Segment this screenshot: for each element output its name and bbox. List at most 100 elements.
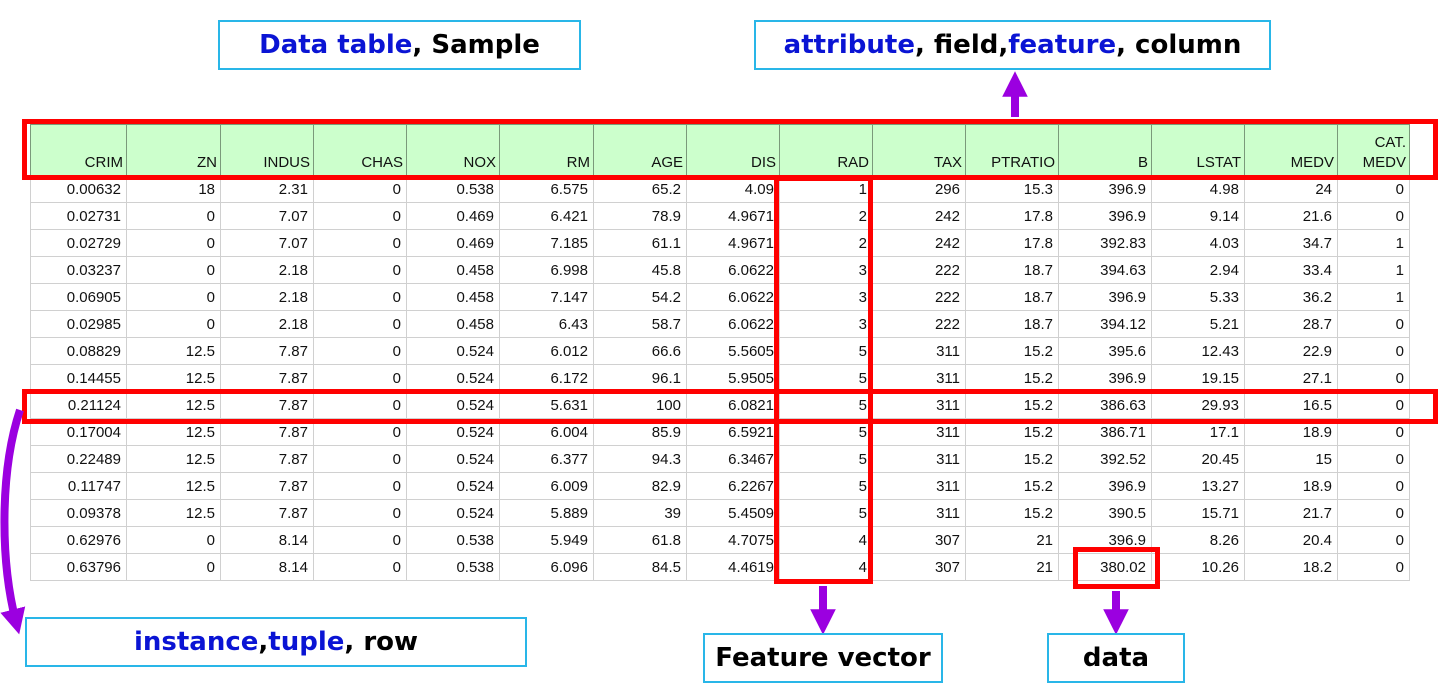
attribute-header-highlight bbox=[22, 119, 1438, 180]
table-cell: 0 bbox=[1337, 472, 1410, 500]
column-header-line: CAT. bbox=[1374, 134, 1406, 151]
table-cell: 6.009 bbox=[499, 472, 594, 500]
table-cell: 0 bbox=[313, 364, 407, 392]
table-cell: 4.9671 bbox=[686, 202, 780, 230]
table-cell: 0 bbox=[313, 337, 407, 365]
table-row: 0.63796 0 8.14 0 0.538 6.096 84.5 4.4619 4 307 21 3… bbox=[30, 553, 1410, 581]
table-cell: 0 bbox=[1337, 310, 1410, 338]
table-cell: 5.4509 bbox=[686, 499, 780, 527]
table-cell: 0.14455 bbox=[30, 364, 127, 392]
column-header-rm: RM bbox=[499, 124, 594, 176]
instance-row-highlight bbox=[22, 389, 1438, 424]
table-cell: 0 bbox=[126, 553, 221, 581]
table-cell: 307 bbox=[872, 526, 966, 554]
table-cell: 311 bbox=[872, 472, 966, 500]
data-label: data bbox=[1047, 633, 1185, 683]
table-cell: 7.147 bbox=[499, 283, 594, 311]
table-cell: 2.18 bbox=[220, 256, 314, 284]
column-header-medv: MEDV bbox=[1244, 124, 1338, 176]
column-header-rad: RAD bbox=[779, 124, 873, 176]
table-cell: 18.7 bbox=[965, 256, 1059, 284]
feature-vector-label: Feature vector bbox=[703, 633, 943, 683]
table-cell: 100 bbox=[593, 391, 687, 419]
table-row: 0.06905 0 2.18 0 0.458 7.147 54.2 6.0622 3 222 18.… bbox=[30, 283, 1410, 311]
table-cell: 0.11747 bbox=[30, 472, 127, 500]
table-cell: 0.02729 bbox=[30, 229, 127, 257]
table-cell: 222 bbox=[872, 310, 966, 338]
column-header-nox: NOX bbox=[406, 124, 500, 176]
table-cell: 0 bbox=[126, 256, 221, 284]
column-header-line: MEDV bbox=[1362, 154, 1406, 171]
table-cell: 0.538 bbox=[406, 553, 500, 581]
table-cell: 15.2 bbox=[965, 472, 1059, 500]
table-cell: 394.63 bbox=[1058, 256, 1152, 284]
table-row: 0.02731 0 7.07 0 0.469 6.421 78.9 4.9671 2 242 17.… bbox=[30, 202, 1410, 230]
table-cell: 0 bbox=[313, 499, 407, 527]
table-cell: 0.22489 bbox=[30, 445, 127, 473]
table-cell: 7.87 bbox=[220, 391, 314, 419]
table-cell: 1 bbox=[1337, 283, 1410, 311]
table-cell: 0 bbox=[1337, 499, 1410, 527]
table-cell: 0 bbox=[1337, 553, 1410, 581]
table-cell: 242 bbox=[872, 229, 966, 257]
table-cell: 6.421 bbox=[499, 202, 594, 230]
table-cell: 78.9 bbox=[593, 202, 687, 230]
table-cell: 6.998 bbox=[499, 256, 594, 284]
table-cell: 0.63796 bbox=[30, 553, 127, 581]
column-header-cat-medv: CAT. MEDV bbox=[1337, 124, 1410, 176]
table-row: 0.03237 0 2.18 0 0.458 6.998 45.8 6.0622 3 222 18.… bbox=[30, 256, 1410, 284]
table-cell: 12.43 bbox=[1151, 337, 1245, 365]
data-table-label: Data table, Sample bbox=[218, 20, 581, 70]
table-cell: 58.7 bbox=[593, 310, 687, 338]
table-cell: 2.18 bbox=[220, 283, 314, 311]
sample-term: , Sample bbox=[412, 30, 540, 60]
table-cell: 17.8 bbox=[965, 229, 1059, 257]
table-cell: 396.9 bbox=[1058, 364, 1152, 392]
table-cell: 7.87 bbox=[220, 472, 314, 500]
column-header-zn: ZN bbox=[126, 124, 221, 176]
table-cell: 20.45 bbox=[1151, 445, 1245, 473]
table-cell: 2 bbox=[779, 202, 873, 230]
table-cell: 5 bbox=[779, 472, 873, 500]
table-cell: 5 bbox=[779, 499, 873, 527]
tuple-term: tuple bbox=[268, 627, 345, 657]
table-cell: 19.15 bbox=[1151, 364, 1245, 392]
table-cell: 0 bbox=[1337, 202, 1410, 230]
table-cell: 0.02731 bbox=[30, 202, 127, 230]
table-cell: 21 bbox=[965, 553, 1059, 581]
table-row: 0.08829 12.5 7.87 0 0.524 6.012 66.6 5.5605 5 311… bbox=[30, 337, 1410, 365]
table-cell: 5.889 bbox=[499, 499, 594, 527]
table-cell: 10.26 bbox=[1151, 553, 1245, 581]
table-cell: 12.5 bbox=[126, 445, 221, 473]
table-cell: 6.0622 bbox=[686, 283, 780, 311]
table-cell: 15.2 bbox=[965, 445, 1059, 473]
table-row: 0.02985 0 2.18 0 0.458 6.43 58.7 6.0622 3 222 18.7… bbox=[30, 310, 1410, 338]
table-cell: 4.4619 bbox=[686, 553, 780, 581]
table-cell: 12.5 bbox=[126, 391, 221, 419]
table-cell: 394.12 bbox=[1058, 310, 1152, 338]
table-cell: 2.94 bbox=[1151, 256, 1245, 284]
feature-vector-highlight bbox=[774, 176, 873, 584]
table-cell: 0 bbox=[126, 526, 221, 554]
table-cell: 222 bbox=[872, 283, 966, 311]
table-cell: 396.9 bbox=[1058, 283, 1152, 311]
table-cell: 0.524 bbox=[406, 499, 500, 527]
instance-sep: , bbox=[258, 627, 269, 657]
attribute-label: attribute, field, feature, column bbox=[754, 20, 1271, 70]
table-cell: 0.62976 bbox=[30, 526, 127, 554]
table-cell: 0 bbox=[126, 310, 221, 338]
table-cell: 0 bbox=[126, 202, 221, 230]
table-cell: 61.1 bbox=[593, 229, 687, 257]
table-cell: 396.9 bbox=[1058, 175, 1152, 203]
table-cell: 5 bbox=[779, 364, 873, 392]
table-cell: 0.524 bbox=[406, 445, 500, 473]
table-cell: 6.2267 bbox=[686, 472, 780, 500]
table-row: 0.62976 0 8.14 0 0.538 5.949 61.8 4.7075 4 307 21 3… bbox=[30, 526, 1410, 554]
table-cell: 2.18 bbox=[220, 310, 314, 338]
table-cell: 15.2 bbox=[965, 391, 1059, 419]
table-cell: 311 bbox=[872, 337, 966, 365]
table-cell: 65.2 bbox=[593, 175, 687, 203]
data-cell-highlight bbox=[1073, 547, 1160, 589]
table-cell: 20.4 bbox=[1244, 526, 1338, 554]
